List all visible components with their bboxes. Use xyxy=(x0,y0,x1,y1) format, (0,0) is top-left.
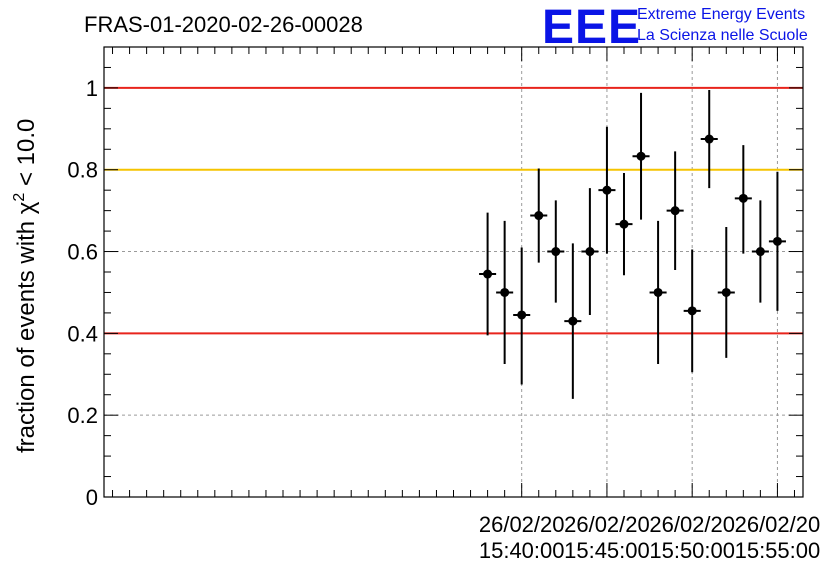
x-tick-label-time: 15:40:00 xyxy=(479,538,565,563)
y-tick-label: 0.4 xyxy=(67,321,98,346)
y-tick-label: 1 xyxy=(86,76,98,101)
data-point xyxy=(585,247,595,257)
eee-logo: EEE Extreme Energy Events La Scienza nel… xyxy=(542,1,808,54)
x-tick-label-date: 26/02/20 xyxy=(735,512,821,537)
data-point xyxy=(738,193,748,203)
plot-area: 00.20.40.60.8126/02/2015:40:0026/02/2015… xyxy=(67,46,821,563)
y-axis-title-space xyxy=(13,186,40,193)
chart-title: FRAS-01-2020-02-26-00028 xyxy=(84,12,363,37)
x-tick-label-time: 15:55:00 xyxy=(735,538,821,563)
data-point xyxy=(517,310,527,320)
data-point xyxy=(500,287,510,297)
logo-mark: EEE xyxy=(542,1,641,54)
plot-frame xyxy=(103,46,804,498)
x-tick-label-time: 15:45:00 xyxy=(564,538,650,563)
data-point xyxy=(619,219,629,229)
data-point xyxy=(534,211,544,221)
x-tick-label-date: 26/02/20 xyxy=(649,512,735,537)
x-tick-label-date: 26/02/20 xyxy=(564,512,650,537)
data-point xyxy=(704,134,714,144)
y-axis-title-text: fraction of events with xyxy=(13,221,40,453)
logo-line-1: Extreme Energy Events xyxy=(637,6,805,23)
y-tick-label: 0.8 xyxy=(67,158,98,183)
y-axis-title-suffix: < 10.0 xyxy=(13,119,40,186)
y-tick-label: 0.2 xyxy=(67,403,98,428)
x-tick-label-time: 15:50:00 xyxy=(649,538,735,563)
data-point xyxy=(483,269,493,279)
data-point xyxy=(602,185,612,195)
y-tick-label: 0 xyxy=(86,485,98,510)
data-point xyxy=(636,151,646,161)
y-axis-title-symbol: χ xyxy=(13,201,40,214)
y-axis-title-sup: 2 xyxy=(11,193,28,202)
y-axis-title: fraction of events with χ2 < 10.0 xyxy=(11,119,40,453)
data-point xyxy=(687,306,697,316)
data-point xyxy=(551,247,561,257)
logo-line-2: La Scienza nelle Scuole xyxy=(637,27,808,44)
data-point xyxy=(721,287,731,297)
y-tick-label: 0.6 xyxy=(67,240,98,265)
data-point xyxy=(568,316,578,326)
x-tick-label-date: 26/02/20 xyxy=(479,512,565,537)
data-point xyxy=(653,287,663,297)
data-point xyxy=(670,206,680,216)
data-point xyxy=(772,236,782,246)
data-point xyxy=(755,247,765,257)
